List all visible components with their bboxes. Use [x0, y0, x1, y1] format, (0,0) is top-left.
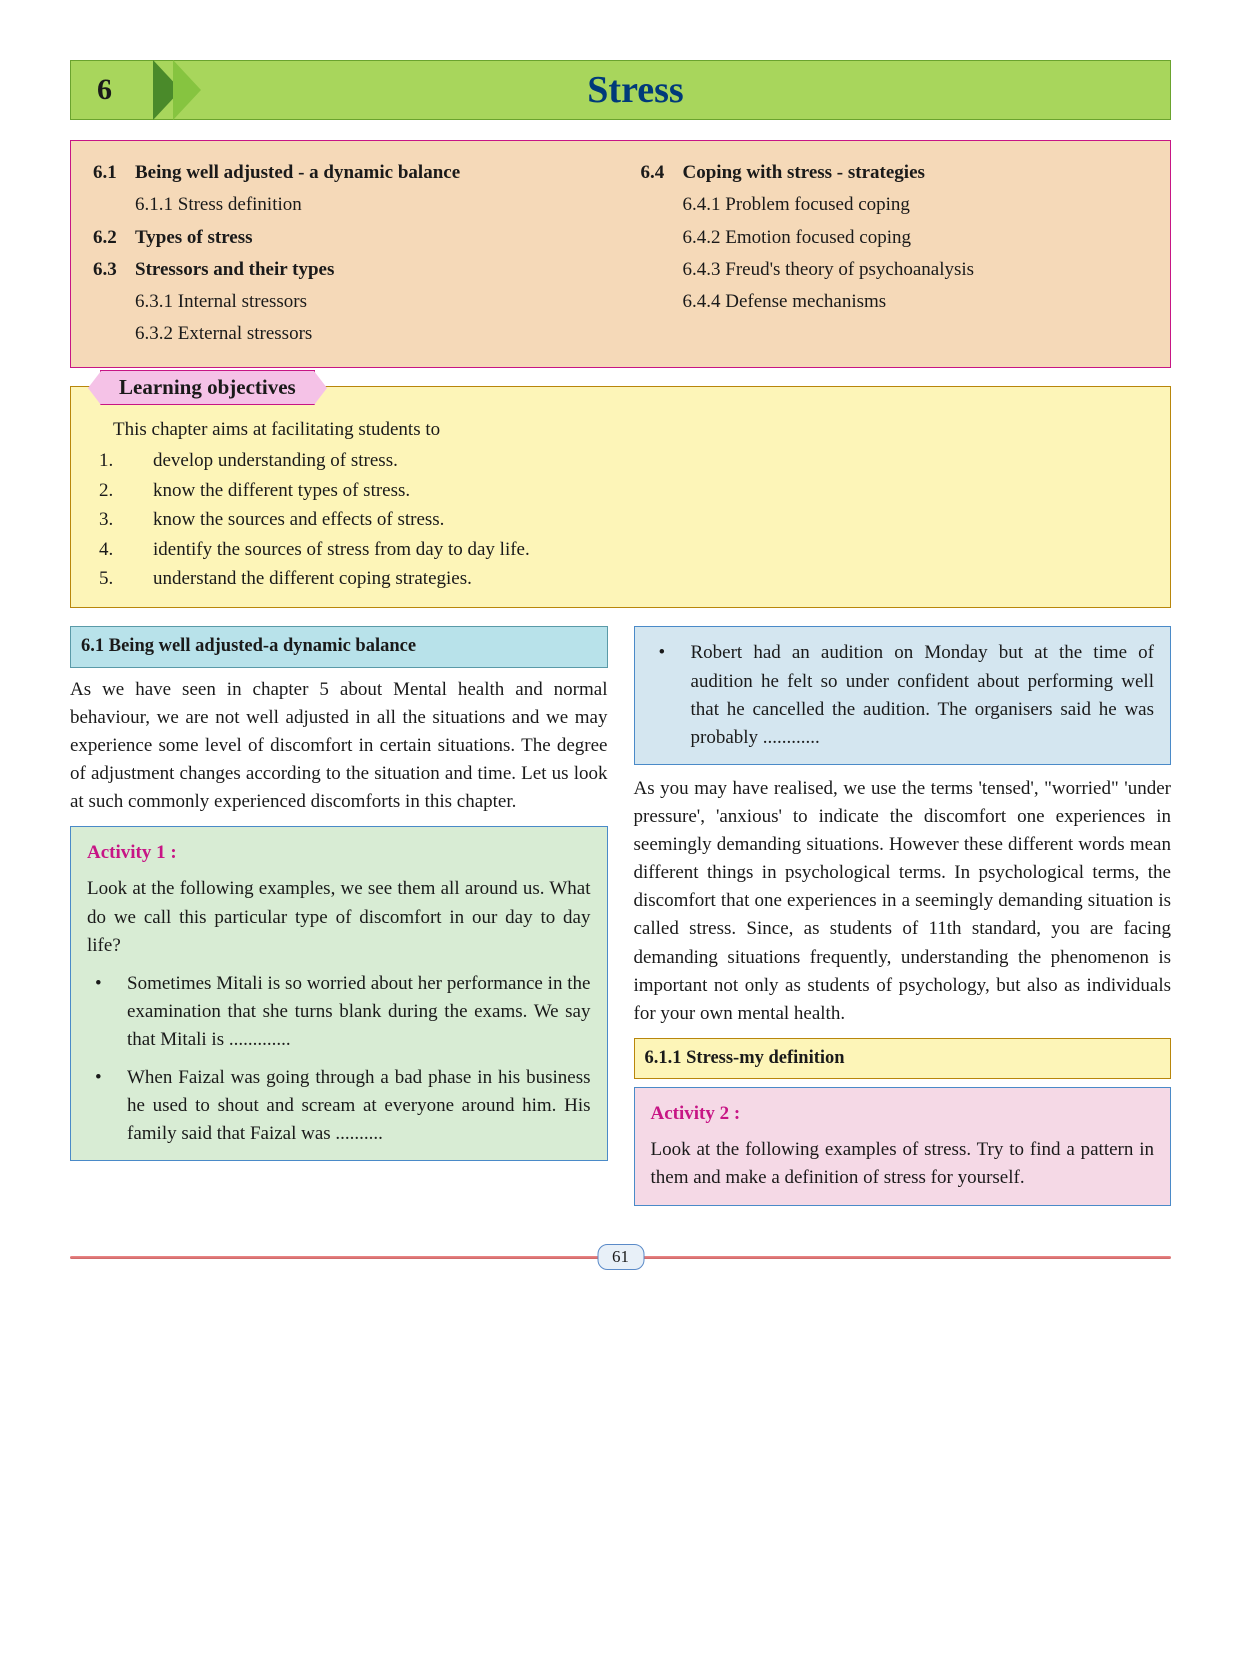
page-footer: 61 [70, 1240, 1171, 1270]
table-of-contents: 6.1Being well adjusted - a dynamic balan… [70, 140, 1171, 368]
column-left: 6.1 Being well adjusted-a dynamic balanc… [70, 626, 608, 1215]
bullet-text: Robert had an audition on Monday but at … [691, 639, 1155, 751]
chevron-icon [173, 60, 201, 120]
activity-1-bullet: • Sometimes Mitali is so worried about h… [87, 970, 591, 1054]
section-heading-6-1-1: 6.1.1 Stress-my definition [634, 1038, 1172, 1079]
bullet-text: Sometimes Mitali is so worried about her… [127, 970, 591, 1054]
bullet-icon: • [651, 639, 691, 751]
toc-entry: 6.2Types of stress [93, 222, 601, 254]
bullet-icon: • [87, 1064, 127, 1148]
objective-item: 4.identify the sources of stress from da… [93, 535, 1148, 564]
activity-1-intro: Look at the following examples, we see t… [87, 875, 591, 959]
paragraph-2: As you may have realised, we use the ter… [634, 775, 1172, 1028]
toc-entry: 6.3Stressors and their types [93, 254, 601, 286]
chapter-title: Stress [201, 68, 1170, 112]
toc-subentry: 6.4.4 Defense mechanisms [641, 286, 1149, 318]
activity-1-bullet: • Robert had an audition on Monday but a… [651, 639, 1155, 751]
activity-1-title: Activity 1 : [87, 839, 591, 867]
learning-objectives-section: Learning objectives This chapter aims at… [70, 386, 1171, 609]
chapter-number-box: 6 [71, 60, 201, 120]
objective-item: 5.understand the different coping strate… [93, 564, 1148, 593]
content-columns: 6.1 Being well adjusted-a dynamic balanc… [70, 626, 1171, 1215]
toc-subentry: 6.4.3 Freud's theory of psychoanalysis [641, 254, 1149, 286]
section-heading-6-1: 6.1 Being well adjusted-a dynamic balanc… [70, 626, 608, 667]
activity-2-intro: Look at the following examples of stress… [651, 1136, 1155, 1192]
toc-entry: 6.1Being well adjusted - a dynamic balan… [93, 157, 601, 189]
column-right: • Robert had an audition on Monday but a… [634, 626, 1172, 1215]
toc-column-left: 6.1Being well adjusted - a dynamic balan… [93, 157, 601, 351]
activity-1-box: Activity 1 : Look at the following examp… [70, 826, 608, 1161]
bullet-text: When Faizal was going through a bad phas… [127, 1064, 591, 1148]
objectives-list: 1.develop understanding of stress.2.know… [93, 446, 1148, 593]
activity-1-bullet: • When Faizal was going through a bad ph… [87, 1064, 591, 1148]
bullet-icon: • [87, 970, 127, 1054]
objectives-intro: This chapter aims at facilitating studen… [93, 415, 1148, 444]
toc-subentry: 6.3.2 External stressors [93, 318, 601, 350]
chapter-number: 6 [97, 73, 112, 107]
activity-2-box: Activity 2 : Look at the following examp… [634, 1087, 1172, 1205]
toc-entry: 6.4Coping with stress - strategies [641, 157, 1149, 189]
toc-column-right: 6.4Coping with stress - strategies6.4.1 … [641, 157, 1149, 351]
toc-subentry: 6.1.1 Stress definition [93, 189, 601, 221]
objectives-box: This chapter aims at facilitating studen… [70, 386, 1171, 609]
objective-item: 3.know the sources and effects of stress… [93, 505, 1148, 534]
activity-1-box-continued: • Robert had an audition on Monday but a… [634, 626, 1172, 764]
objective-item: 1.develop understanding of stress. [93, 446, 1148, 475]
page-number: 61 [597, 1244, 644, 1270]
toc-subentry: 6.3.1 Internal stressors [93, 286, 601, 318]
toc-subentry: 6.4.2 Emotion focused coping [641, 222, 1149, 254]
toc-subentry: 6.4.1 Problem focused coping [641, 189, 1149, 221]
section-6-1-paragraph: As we have seen in chapter 5 about Menta… [70, 676, 608, 817]
chapter-header: 6 Stress [70, 60, 1171, 120]
activity-2-title: Activity 2 : [651, 1100, 1155, 1128]
objective-item: 2.know the different types of stress. [93, 476, 1148, 505]
objectives-heading: Learning objectives [100, 370, 315, 405]
